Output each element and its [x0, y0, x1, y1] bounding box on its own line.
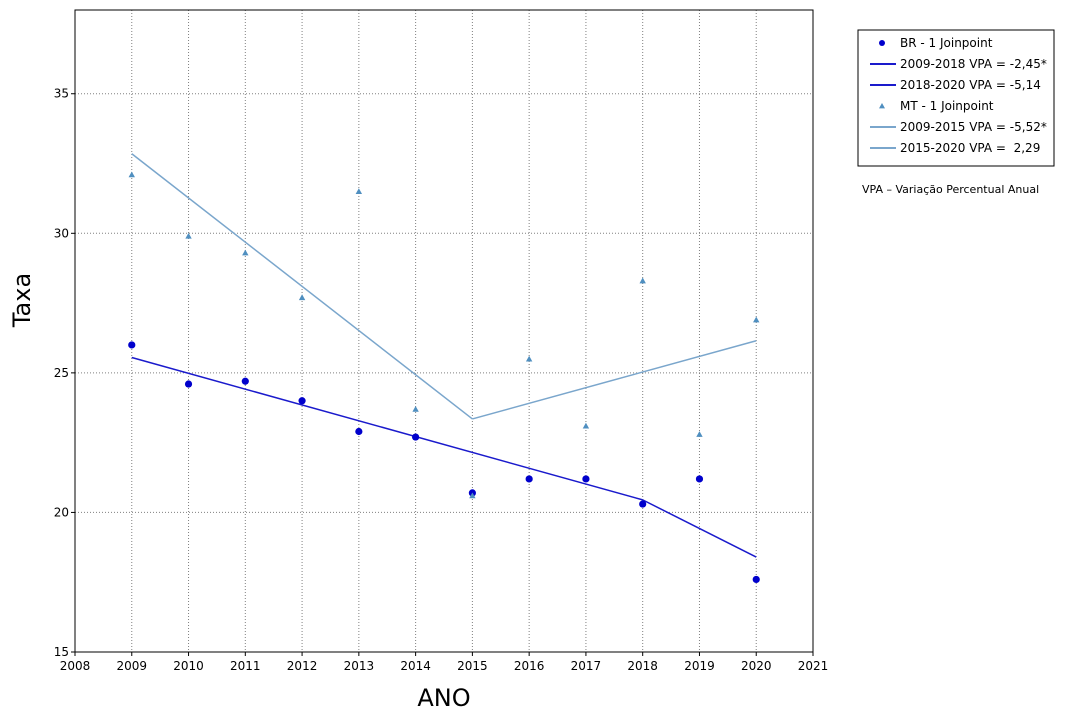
- br-data-point: [582, 475, 590, 483]
- x-tick-label: 2019: [684, 659, 715, 673]
- x-tick-label: 2020: [741, 659, 772, 673]
- x-tick-label: 2013: [344, 659, 375, 673]
- legend: BR - 1 Joinpoint 2009-2018 VPA = -2,45* 20…: [857, 29, 1055, 167]
- mt-data-point: [582, 422, 590, 429]
- plot-frame: [74, 9, 814, 653]
- legend-label: 2009-2018 VPA = -2,45*: [900, 57, 1047, 71]
- legend-marker-circle: [879, 40, 885, 46]
- x-tick-label: 2011: [230, 659, 261, 673]
- mt-data-point: [639, 277, 646, 284]
- mt-data-point: [753, 316, 760, 323]
- x-tick-label: 2009: [116, 659, 147, 673]
- br-data-point: [184, 380, 193, 388]
- x-tick-label: 2012: [287, 659, 318, 673]
- br-data-point: [298, 397, 306, 405]
- x-tick-label: 2021: [798, 659, 829, 673]
- legend-label: BR - 1 Joinpoint: [900, 36, 993, 50]
- legend-label: MT - 1 Joinpoint: [900, 99, 994, 113]
- mt-data-point: [298, 294, 306, 301]
- br-data-point: [752, 575, 760, 584]
- trend-line: [642, 499, 757, 558]
- br-data-point: [695, 475, 704, 483]
- x-tick-label: 2014: [400, 659, 431, 673]
- br-data-point: [525, 475, 533, 483]
- br-data-point: [128, 341, 136, 349]
- x-tick-label: 2016: [514, 659, 545, 673]
- y-tick-label: 30: [54, 226, 69, 240]
- mt-data-point: [242, 249, 249, 256]
- x-tick-label: 2018: [627, 659, 658, 673]
- legend-box: [857, 29, 1055, 167]
- trend-line: [131, 356, 643, 501]
- y-axis-title: Taxa: [8, 273, 36, 328]
- br-data-point: [412, 433, 420, 441]
- br-data-point: [639, 500, 647, 508]
- mt-data-point: [185, 232, 192, 239]
- mt-data-point: [469, 492, 476, 499]
- mt-data-point: [128, 171, 135, 178]
- x-axis-title: ANO: [417, 684, 470, 712]
- mt-data-point: [696, 431, 703, 437]
- y-tick-label: 35: [54, 87, 69, 101]
- trend-lines: [131, 153, 757, 558]
- br-data-point: [241, 377, 249, 385]
- x-tick-label: 2017: [571, 659, 602, 673]
- legend-label: 2018-2020 VPA = -5,14: [900, 78, 1041, 92]
- trend-line: [472, 340, 757, 420]
- mt-data-point: [412, 405, 419, 412]
- legend-label: 2009-2015 VPA = -5,52*: [900, 120, 1047, 134]
- plot-area: [75, 10, 813, 652]
- x-tick-label: 2015: [457, 659, 488, 673]
- x-tick-label: 2010: [173, 659, 204, 673]
- x-axis-ticks: 2008 2009 2010 2011 2012 2013 2014 2015 2016 2017…: [60, 652, 829, 673]
- grid-lines: [75, 10, 813, 652]
- vpa-note: VPA – Variação Percentual Anual: [862, 183, 1039, 196]
- y-tick-label: 20: [54, 505, 69, 519]
- y-tick-label: 25: [54, 366, 69, 380]
- mt-data-point: [355, 188, 363, 194]
- legend-label: 2015-2020 VPA = 2,29: [900, 141, 1040, 155]
- y-axis-ticks: 15 20 25 30 35: [54, 87, 75, 659]
- br-data-point: [355, 427, 363, 436]
- data-points: [128, 171, 760, 584]
- trend-line: [131, 153, 473, 420]
- y-tick-label: 15: [54, 645, 69, 659]
- mt-data-point: [525, 355, 533, 362]
- legend-marker-triangle: [879, 103, 885, 109]
- x-tick-label: 2008: [60, 659, 91, 673]
